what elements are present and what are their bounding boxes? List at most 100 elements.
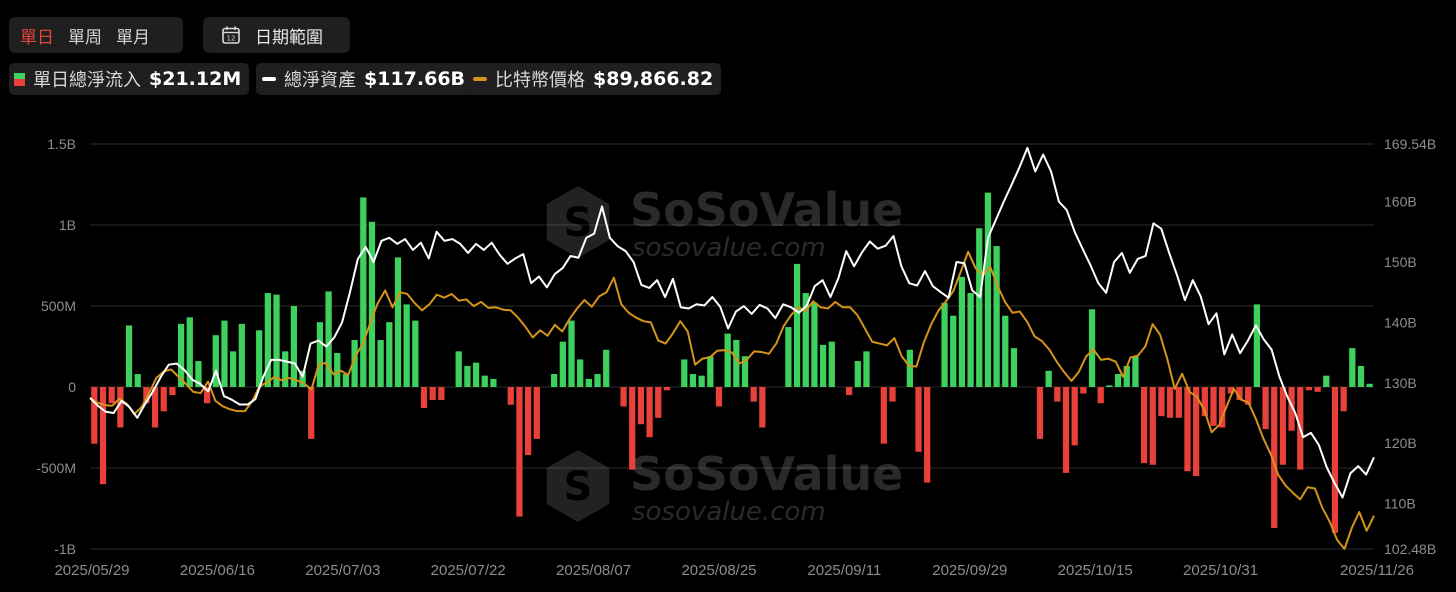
inflow-bar (230, 351, 237, 387)
y-right-tick-label: 102.48B (1384, 541, 1436, 557)
inflow-bar (1349, 348, 1356, 387)
outflow-bar (1288, 387, 1295, 431)
outflow-bar (308, 387, 315, 439)
outflow-bar (99, 387, 107, 485)
outflow-bar (1062, 387, 1070, 473)
outflow-bar (1193, 387, 1200, 477)
outflow-bar (1227, 387, 1234, 394)
legend-total-net-assets[interactable]: 總淨資產 $117.66B (256, 63, 474, 95)
y-right-tick-label: 150B (1384, 254, 1417, 270)
btc-price-line (89, 250, 1375, 550)
inflow-bar (707, 356, 714, 387)
inflow-bar (1002, 315, 1009, 387)
inflow-bar (793, 263, 801, 387)
inflow-bar (186, 317, 193, 387)
inflow-bar (819, 344, 827, 387)
outflow-bar (759, 387, 766, 428)
y-left-tick-label: -1B (54, 541, 76, 557)
watermark-url: sosovalue.com (632, 233, 826, 263)
watermark-logo-letter: S (564, 200, 593, 246)
inflow-bar (976, 228, 983, 387)
inflow-bar (568, 320, 575, 387)
inflow-bar (1114, 374, 1122, 387)
inflow-bar (403, 304, 410, 387)
outflow-bar (429, 387, 436, 400)
outflow-bar (169, 387, 176, 396)
inflow-bar (1366, 383, 1373, 387)
outflow-bar (533, 387, 540, 439)
outflow-bar (507, 387, 514, 405)
inflow-bar (360, 197, 367, 387)
inflow-bar (316, 322, 324, 387)
x-tick-label: 2025/10/31 (1183, 562, 1258, 579)
legend-daily-net-inflow[interactable]: 單日總淨流入 $21.12M (9, 63, 250, 95)
outflow-bar (143, 387, 150, 404)
inflow-bar (863, 351, 870, 387)
outflow-bar (91, 387, 98, 444)
outflow-bar (1071, 387, 1078, 446)
y-right-tick-label: 130B (1384, 375, 1417, 391)
outflow-bar (646, 387, 653, 438)
x-tick-label: 2025/10/15 (1058, 562, 1133, 579)
legend-name: 總淨資產 (284, 70, 356, 91)
inflow-bar (741, 356, 749, 387)
x-tick-label: 2025/08/25 (681, 562, 756, 579)
outflow-bar (151, 387, 159, 428)
outflow-bar (1184, 387, 1191, 472)
inflow-bar (698, 375, 705, 387)
inflow-bar (594, 374, 601, 387)
legend-btc-price[interactable]: 比特幣價格 $89,866.82 (467, 63, 722, 95)
y-left-tick-label: 1B (59, 217, 76, 233)
outflow-bar (117, 387, 124, 428)
outflow-bar (1219, 387, 1226, 428)
tab-daily[interactable]: 單日 (20, 27, 54, 48)
assets-line-swatch (262, 77, 276, 81)
inflow-bar (351, 340, 358, 387)
inflow-bar (1045, 370, 1052, 387)
inflow-bar (264, 293, 271, 387)
outflow-bar (880, 387, 887, 444)
outflow-bar (1210, 387, 1217, 426)
outflow-bar (1080, 387, 1087, 394)
outflow-bar (420, 387, 428, 409)
price-line-swatch (473, 77, 487, 81)
outflow-bar (846, 387, 853, 396)
inflow-bar (368, 221, 376, 387)
inflow-bar (1088, 309, 1096, 387)
inflow-bar (1132, 356, 1139, 387)
inflow-bar (854, 361, 861, 387)
outflow-bar (438, 387, 445, 400)
x-tick-label: 2025/07/22 (431, 562, 506, 579)
watermark-url: sosovalue.com (632, 497, 826, 527)
inflow-bar (325, 291, 332, 387)
inflow-bar (134, 374, 141, 387)
outflow-bar (750, 387, 757, 402)
watermark-brand: SoSoValue (630, 447, 903, 501)
inflow-bar (377, 340, 384, 387)
outflow-bar (1140, 387, 1148, 464)
inflow-bar (950, 315, 957, 387)
legend-name: 比特幣價格 (495, 70, 585, 91)
outflow-bar (204, 387, 211, 404)
legend-value: $21.12M (149, 68, 242, 90)
outflow-bar (620, 387, 627, 407)
inflow-bar (941, 302, 948, 387)
outflow-bar (663, 387, 671, 391)
y-right-tick-label: 169.54B (1384, 136, 1436, 152)
inflow-bar (689, 374, 697, 387)
inflow-bar (551, 374, 558, 387)
outflow-bar (924, 387, 931, 483)
x-tick-label: 2025/08/07 (556, 562, 631, 579)
inflow-bar (603, 349, 610, 387)
tab-weekly[interactable]: 單周 (68, 27, 102, 48)
tab-monthly[interactable]: 單月 (116, 27, 150, 48)
outflow-bar (525, 387, 532, 456)
inflow-bar (455, 351, 462, 387)
date-range-button[interactable]: 12 日期範圍 (203, 17, 350, 53)
inflow-bar (334, 352, 341, 387)
outflow-bar (160, 387, 167, 412)
outflow-bar (1149, 387, 1156, 465)
legend-value: $117.66B (364, 68, 466, 90)
inflow-bar (221, 320, 228, 387)
outflow-bar (1036, 387, 1044, 439)
